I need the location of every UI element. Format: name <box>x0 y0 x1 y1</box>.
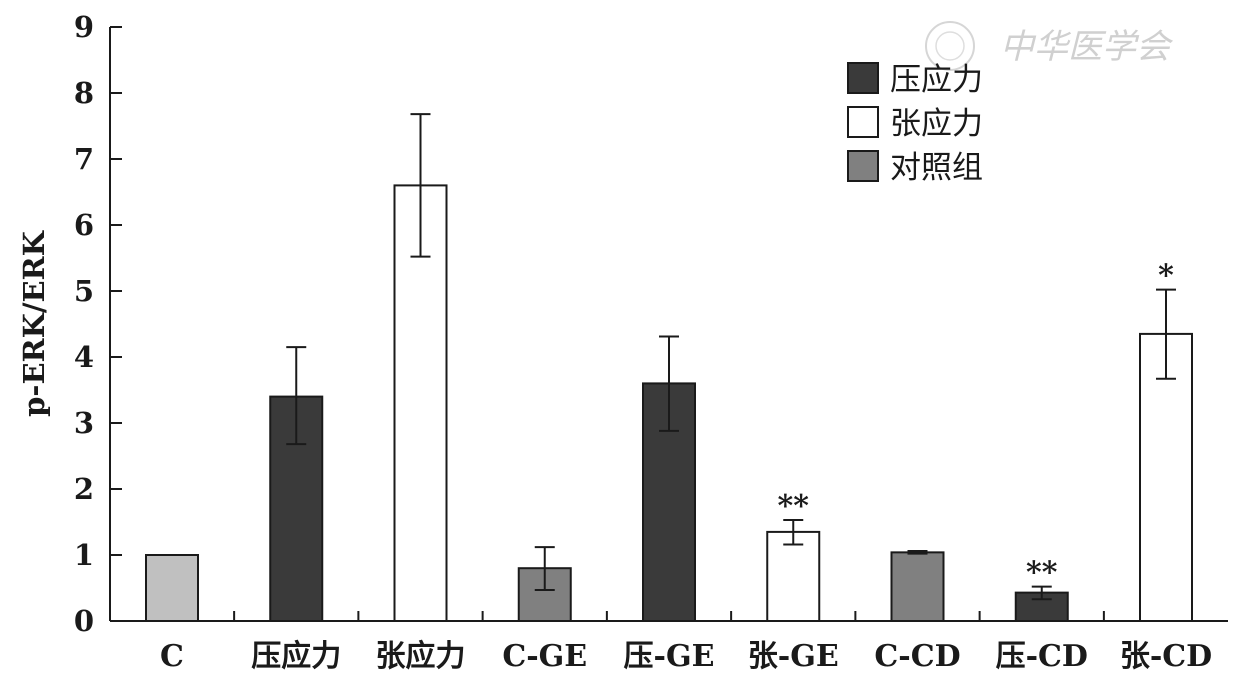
x-category-label: 张应力 <box>376 639 466 674</box>
y-tick-label: 5 <box>74 274 94 308</box>
x-category-label: 压-GE <box>624 639 715 674</box>
x-ticks <box>233 611 1105 621</box>
y-tick-label: 0 <box>74 604 94 638</box>
significance-marker-6: ** <box>778 489 810 524</box>
y-tick-label: 1 <box>74 538 94 572</box>
bar-1 <box>145 554 199 622</box>
bars <box>145 184 1193 623</box>
legend-label-tension: 张应力 <box>890 106 983 142</box>
y-tick-label: 2 <box>74 472 94 506</box>
bar-6 <box>766 530 821 623</box>
bar-3 <box>393 184 448 622</box>
legend-label-compression: 压应力 <box>890 62 983 98</box>
legend-swatch-compression <box>847 62 879 94</box>
y-tick-label: 4 <box>74 340 94 374</box>
x-category-label: 压应力 <box>251 639 341 674</box>
y-axis-title: p-ERK/ERK <box>17 229 51 417</box>
y-tick-label: 3 <box>74 406 94 440</box>
y-tick-label: 9 <box>74 10 94 44</box>
x-category-label: C <box>160 639 184 674</box>
x-category-label: 压-CD <box>996 639 1088 674</box>
legend-swatch-control <box>847 150 879 182</box>
significance-marker-8: ** <box>1026 556 1058 591</box>
watermark-seal-icon <box>925 21 975 71</box>
watermark-text: 中华医学会 <box>1000 27 1174 67</box>
x-category-label: 张-GE <box>748 639 839 674</box>
bar-7 <box>890 551 945 622</box>
x-category-label: C-CD <box>874 639 960 674</box>
error-bars <box>286 113 1176 601</box>
legend-label-control: 对照组 <box>890 150 983 186</box>
x-category-label: 张-CD <box>1120 639 1212 674</box>
significance-marker-9: * <box>1158 259 1174 294</box>
category-labels: C 压应力 张应力 C-GE 压-GE 张-GE C-CD 压-CD 张-CD <box>160 639 1212 674</box>
watermark: 中华医学会 <box>925 21 1174 71</box>
y-ticks: 0 1 2 3 4 5 6 7 8 9 <box>74 10 122 638</box>
significance-annotations: ***** <box>778 259 1175 591</box>
y-tick-label: 8 <box>74 76 94 110</box>
watermark-seal-inner <box>935 31 965 61</box>
y-tick-label: 6 <box>74 208 94 242</box>
x-category-label: C-GE <box>502 639 587 674</box>
y-tick-label: 7 <box>74 142 94 176</box>
legend-swatch-tension <box>847 106 879 138</box>
